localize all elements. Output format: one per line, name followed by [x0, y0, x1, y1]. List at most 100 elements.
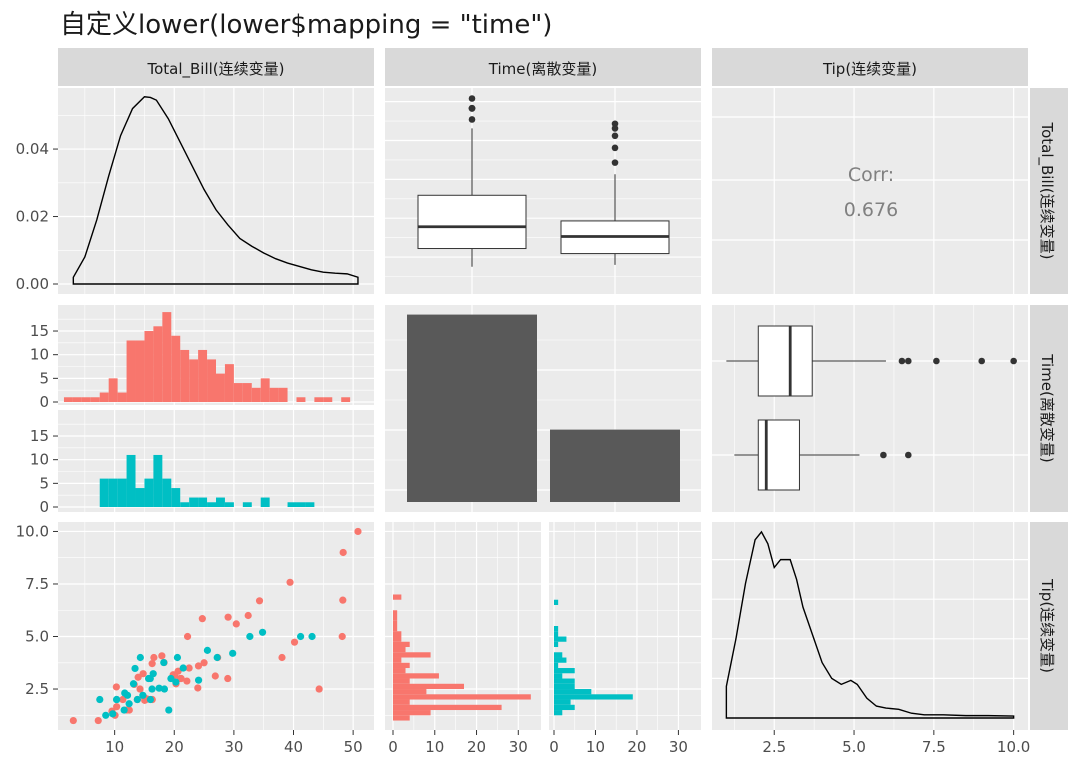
x-tick-label-total-bill: 20 — [165, 738, 184, 756]
tip-histogram-bar-dinner — [554, 662, 559, 669]
column-strip — [712, 48, 1028, 86]
histogram-bar-lunch — [72, 397, 82, 402]
y-tick-label-density: 0.00 — [16, 275, 49, 293]
y-tick-label-count: 15 — [30, 322, 49, 340]
tip-histogram-bar-dinner — [554, 673, 563, 679]
correlation-label: Corr: — [848, 164, 894, 186]
scatter-point-dinner — [109, 710, 117, 718]
x-tick-label-count: 20 — [467, 738, 486, 756]
x-tick-label-total-bill: 50 — [344, 738, 363, 756]
histogram-bar-lunch — [269, 387, 279, 402]
histogram-bar-dinner — [153, 454, 163, 507]
box-outlier — [611, 159, 619, 166]
box-dinner — [757, 419, 800, 491]
histogram-bar-lunch — [198, 349, 208, 402]
histogram-bar-dinner — [305, 502, 315, 507]
column-strip-label: Time(离散变量) — [488, 60, 597, 78]
tip-histogram-bar-dinner — [554, 694, 633, 700]
box-outlier — [611, 132, 619, 140]
tip-histogram-bar-lunch — [393, 689, 427, 695]
tip-histogram-bar-lunch — [393, 610, 398, 616]
tip-histogram-bar-lunch — [393, 620, 398, 626]
row-strip-label: Total_Bill(连续变量) — [1037, 121, 1056, 259]
y-tick-label-density: 0.04 — [16, 140, 49, 158]
box-outlier — [1010, 357, 1017, 365]
scatter-point-dinner — [194, 676, 203, 684]
scatter-point-dinner — [144, 674, 153, 683]
scatter-point-lunch — [94, 716, 102, 725]
row-strip-label: Time(离散变量) — [1038, 353, 1056, 462]
histogram-bar-lunch — [81, 397, 91, 402]
scatter-point-dinner — [160, 658, 168, 667]
scatter-point-lunch — [177, 674, 185, 683]
box-outlier — [611, 120, 619, 128]
histogram-bar-lunch — [314, 397, 324, 402]
tip-histogram-bar-lunch — [393, 647, 406, 653]
x-tick-label-count: 10 — [425, 738, 444, 756]
histogram-bar-dinner — [224, 502, 234, 507]
scatter-point-dinner — [229, 649, 237, 657]
tip-histogram-bar-lunch — [393, 694, 531, 700]
scatter-point-lunch — [278, 653, 286, 662]
histogram-bar-lunch — [63, 397, 73, 402]
scatter-point-lunch — [198, 615, 206, 623]
scatter-point-lunch — [290, 638, 299, 646]
scatter-point-lunch — [200, 659, 208, 667]
histogram-bar-lunch — [323, 397, 333, 402]
histogram-bar-lunch — [162, 312, 172, 402]
x-tick-label-total-bill: 40 — [284, 738, 303, 756]
tip-histogram-bar-lunch — [393, 636, 402, 642]
scatter-point-lunch — [194, 662, 203, 670]
y-tick-label-density: 0.02 — [16, 208, 49, 226]
histogram-bar-lunch — [278, 387, 288, 402]
histogram-bar-lunch — [260, 378, 270, 402]
histogram-bar-dinner — [117, 478, 127, 507]
histogram-bar-dinner — [189, 497, 199, 507]
scatter-point-lunch — [224, 613, 232, 621]
box-outlier — [898, 357, 906, 365]
x-tick-label-tip: 5.0 — [842, 738, 866, 756]
tip-histogram-bar-dinner — [554, 631, 559, 637]
histogram-bar-lunch — [144, 331, 154, 402]
tip-histogram-bar-dinner — [554, 699, 571, 705]
histogram-bar-dinner — [171, 488, 181, 507]
histogram-bar-dinner — [260, 497, 270, 507]
y-tick-label-count: 0 — [39, 393, 49, 411]
y-tick-label-count: 5 — [39, 369, 49, 387]
scatter-point-dinner — [146, 695, 155, 704]
histogram-bar-dinner — [162, 478, 172, 507]
row-strip — [1030, 88, 1068, 294]
histogram-bar-dinner — [242, 502, 252, 507]
tip-histogram-bar-dinner — [554, 689, 592, 695]
column-strip-label: Tip(连续变量) — [822, 60, 917, 78]
tip-density-panel — [712, 522, 1028, 730]
x-tick-label-total-bill: 30 — [224, 738, 243, 756]
tip-histogram-bar-lunch — [393, 662, 410, 669]
histogram-bar-lunch — [224, 364, 234, 402]
scatter-point-dinner — [165, 706, 173, 714]
scatter-point-dinner — [120, 706, 128, 714]
scatter-point-lunch — [338, 632, 346, 641]
scatter-point-dinner — [148, 685, 156, 693]
scatter-point-lunch — [158, 652, 166, 660]
tip-histogram-bar-dinner — [554, 704, 575, 711]
scatter-point-lunch — [354, 527, 362, 536]
tip-histogram-bar-lunch — [393, 710, 431, 716]
scatter-point-lunch — [211, 672, 219, 680]
box-outlier — [468, 95, 476, 102]
scatter-point-dinner — [258, 628, 267, 636]
x-tick-label-count: 0 — [549, 738, 559, 756]
scatter-point-dinner — [160, 685, 169, 693]
density-panel — [58, 88, 374, 294]
tip-histogram-bar-dinner — [554, 668, 575, 674]
y-tick-label-tip: 10.0 — [16, 522, 49, 540]
scatter-point-dinner — [173, 653, 182, 662]
scatter-point-lunch — [113, 703, 121, 711]
box-total-bill-panel — [385, 88, 701, 294]
scatter-point-dinner — [203, 646, 212, 654]
tip-histogram-bar-lunch — [393, 699, 410, 705]
histogram-bar-lunch — [99, 392, 109, 402]
histogram-bar-lunch — [189, 359, 199, 402]
histogram-bar-dinner — [207, 502, 216, 507]
